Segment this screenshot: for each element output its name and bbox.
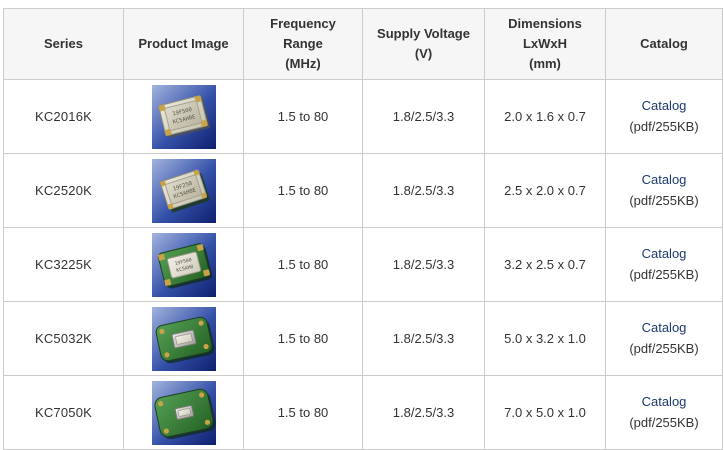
- product-table-container: Series Product Image Frequency Range (MH…: [3, 8, 723, 450]
- column-header-product-image: Product Image: [123, 8, 244, 80]
- table-row: KC5032K: [3, 301, 723, 376]
- column-header-frequency-range: Frequency Range (MHz): [243, 8, 363, 80]
- series-cell: KC7050K: [3, 375, 124, 450]
- catalog-cell: Catalog (pdf/255KB): [605, 227, 723, 302]
- frequency-range-cell: 1.5 to 80: [243, 79, 363, 154]
- frequency-range-cell: 1.5 to 80: [243, 375, 363, 450]
- frequency-range-cell: 1.5 to 80: [243, 227, 363, 302]
- table-row: KC2016K 19F500 KC5AH0: [3, 79, 723, 154]
- catalog-file-size: (pdf/255KB): [629, 415, 699, 430]
- catalog-link[interactable]: Catalog: [641, 98, 687, 113]
- dimensions-cell: 2.0 x 1.6 x 0.7: [484, 79, 606, 154]
- series-cell: KC2016K: [3, 79, 124, 154]
- product-image-cell: [123, 375, 244, 450]
- crystal-oscillator-ceramic-photo-icon: 19F500 KC5AH0E: [151, 84, 216, 149]
- catalog-file-size: (pdf/255KB): [629, 341, 699, 356]
- supply-voltage-cell: 1.8/2.5/3.3: [362, 227, 485, 302]
- catalog-cell: Catalog (pdf/255KB): [605, 375, 723, 450]
- catalog-link[interactable]: Catalog: [641, 172, 687, 187]
- catalog-file-size: (pdf/255KB): [629, 119, 699, 134]
- column-header-catalog: Catalog: [605, 8, 723, 80]
- supply-voltage-cell: 1.8/2.5/3.3: [362, 375, 485, 450]
- svg-text:KC5AH0: KC5AH0: [175, 263, 193, 273]
- table-row: KC2520K 19F250 KC5AH0: [3, 153, 723, 228]
- header-row: Series Product Image Frequency Range (MH…: [3, 8, 723, 80]
- frequency-range-cell: 1.5 to 80: [243, 153, 363, 228]
- column-header-dimensions: Dimensions LxWxH (mm): [484, 8, 606, 80]
- crystal-oscillator-green-board-photo-icon: [151, 306, 216, 371]
- frequency-range-cell: 1.5 to 80: [243, 301, 363, 376]
- crystal-oscillator-green-board-photo-icon: [151, 380, 216, 445]
- product-spec-table: Series Product Image Frequency Range (MH…: [3, 8, 723, 450]
- supply-voltage-cell: 1.8/2.5/3.3: [362, 153, 485, 228]
- svg-text:19F500: 19F500: [171, 106, 192, 117]
- dimensions-cell: 2.5 x 2.0 x 0.7: [484, 153, 606, 228]
- crystal-oscillator-green-board-photo-icon: 19F500 KC5AH0: [151, 232, 216, 297]
- svg-text:19F250: 19F250: [172, 180, 193, 192]
- series-cell: KC2520K: [3, 153, 124, 228]
- catalog-cell: Catalog (pdf/255KB): [605, 301, 723, 376]
- product-image-cell: 19F500 KC5AH0: [123, 227, 244, 302]
- catalog-link[interactable]: Catalog: [641, 320, 687, 335]
- catalog-cell: Catalog (pdf/255KB): [605, 79, 723, 154]
- product-image-cell: 19F250 KC5AH0E: [123, 153, 244, 228]
- crystal-oscillator-ceramic-photo-icon: 19F250 KC5AH0E: [151, 158, 216, 223]
- catalog-link[interactable]: Catalog: [641, 246, 687, 261]
- supply-voltage-cell: 1.8/2.5/3.3: [362, 301, 485, 376]
- series-cell: KC3225K: [3, 227, 124, 302]
- supply-voltage-cell: 1.8/2.5/3.3: [362, 79, 485, 154]
- dimensions-cell: 5.0 x 3.2 x 1.0: [484, 301, 606, 376]
- svg-text:KC5AH0E: KC5AH0E: [172, 114, 196, 125]
- catalog-cell: Catalog (pdf/255KB): [605, 153, 723, 228]
- series-cell: KC5032K: [3, 301, 124, 376]
- catalog-link[interactable]: Catalog: [641, 394, 687, 409]
- column-header-series: Series: [3, 8, 124, 80]
- product-image-cell: [123, 301, 244, 376]
- table-row: KC7050K: [3, 375, 723, 450]
- column-header-supply-voltage: Supply Voltage (V): [362, 8, 485, 80]
- table-row: KC3225K 19F500 KC5AH0: [3, 227, 723, 302]
- dimensions-cell: 7.0 x 5.0 x 1.0: [484, 375, 606, 450]
- catalog-file-size: (pdf/255KB): [629, 193, 699, 208]
- dimensions-cell: 3.2 x 2.5 x 0.7: [484, 227, 606, 302]
- svg-text:19F500: 19F500: [174, 257, 192, 267]
- catalog-file-size: (pdf/255KB): [629, 267, 699, 282]
- product-image-cell: 19F500 KC5AH0E: [123, 79, 244, 154]
